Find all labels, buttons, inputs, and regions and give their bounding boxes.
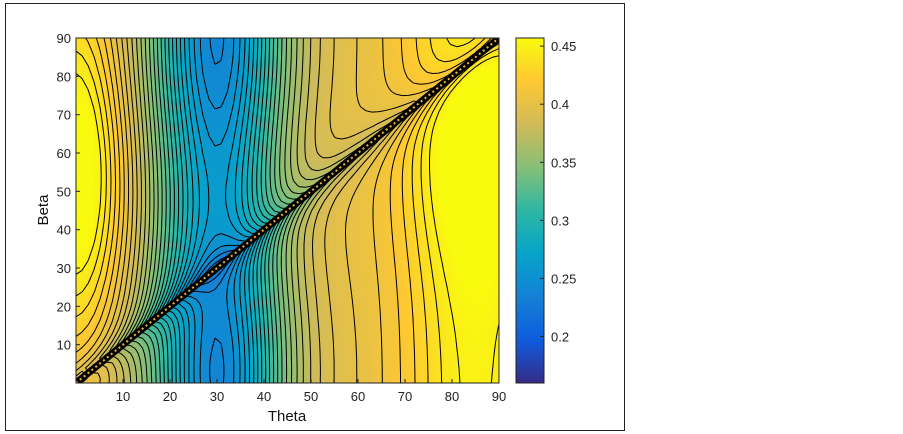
x-tick-label: 60 bbox=[351, 389, 365, 404]
contour-level-12 bbox=[158, 38, 271, 383]
x-tick-label: 70 bbox=[398, 389, 412, 404]
contour-level-16 bbox=[140, 38, 290, 383]
y-tick-label: 80 bbox=[57, 69, 71, 84]
colorbar-ticks: 0.2 0.25 0.3 0.35 0.4 0.45 bbox=[540, 39, 576, 345]
contour-level-26 bbox=[76, 38, 446, 383]
contour-level-6 bbox=[183, 38, 246, 383]
x-tick-label: 80 bbox=[445, 389, 459, 404]
contour-level-31 bbox=[76, 55, 499, 383]
x-tick-label: 30 bbox=[210, 389, 224, 404]
colorbar bbox=[515, 37, 545, 384]
contour-level-7 bbox=[178, 38, 249, 383]
x-tick-label: 10 bbox=[116, 389, 130, 404]
contour-level-15 bbox=[145, 38, 284, 383]
y-tick-label: 10 bbox=[57, 338, 71, 353]
x-tick-label: 40 bbox=[257, 389, 271, 404]
x-tick-label: 50 bbox=[304, 389, 318, 404]
singular-diagonal bbox=[76, 38, 499, 383]
y-tick-label: 50 bbox=[57, 184, 71, 199]
y-tick-label: 40 bbox=[57, 223, 71, 238]
contour-level-14 bbox=[149, 38, 279, 383]
colorbar-tick-label: 0.35 bbox=[551, 155, 576, 170]
y-tick-label: 90 bbox=[57, 31, 71, 46]
contour-level-24 bbox=[76, 38, 416, 383]
y-tick-label: 70 bbox=[57, 108, 71, 123]
colorbar-tick-label: 0.2 bbox=[551, 330, 569, 345]
y-tick-label: 60 bbox=[57, 146, 71, 161]
x-tick-label: 20 bbox=[163, 389, 177, 404]
plot-frame bbox=[75, 37, 500, 384]
x-tick-label: 90 bbox=[492, 389, 506, 404]
x-axis-title: Theta bbox=[268, 408, 307, 425]
y-axis: 10 20 30 40 50 60 70 80 90 bbox=[57, 31, 80, 353]
colorbar-tick-label: 0.4 bbox=[551, 97, 569, 112]
contour-level-17 bbox=[134, 38, 296, 383]
contour-level-30 bbox=[76, 38, 499, 383]
colorbar-tick-label: 0.45 bbox=[551, 39, 576, 54]
y-axis-title: Beta bbox=[35, 194, 52, 226]
colorbar-tick-label: 0.25 bbox=[551, 271, 576, 286]
x-axis: 10 20 30 40 50 60 70 80 90 bbox=[116, 379, 506, 404]
y-tick-label: 30 bbox=[57, 261, 71, 276]
colorbar-tick-label: 0.3 bbox=[551, 213, 569, 228]
singular-dots bbox=[76, 38, 499, 383]
y-tick-label: 20 bbox=[57, 299, 71, 314]
